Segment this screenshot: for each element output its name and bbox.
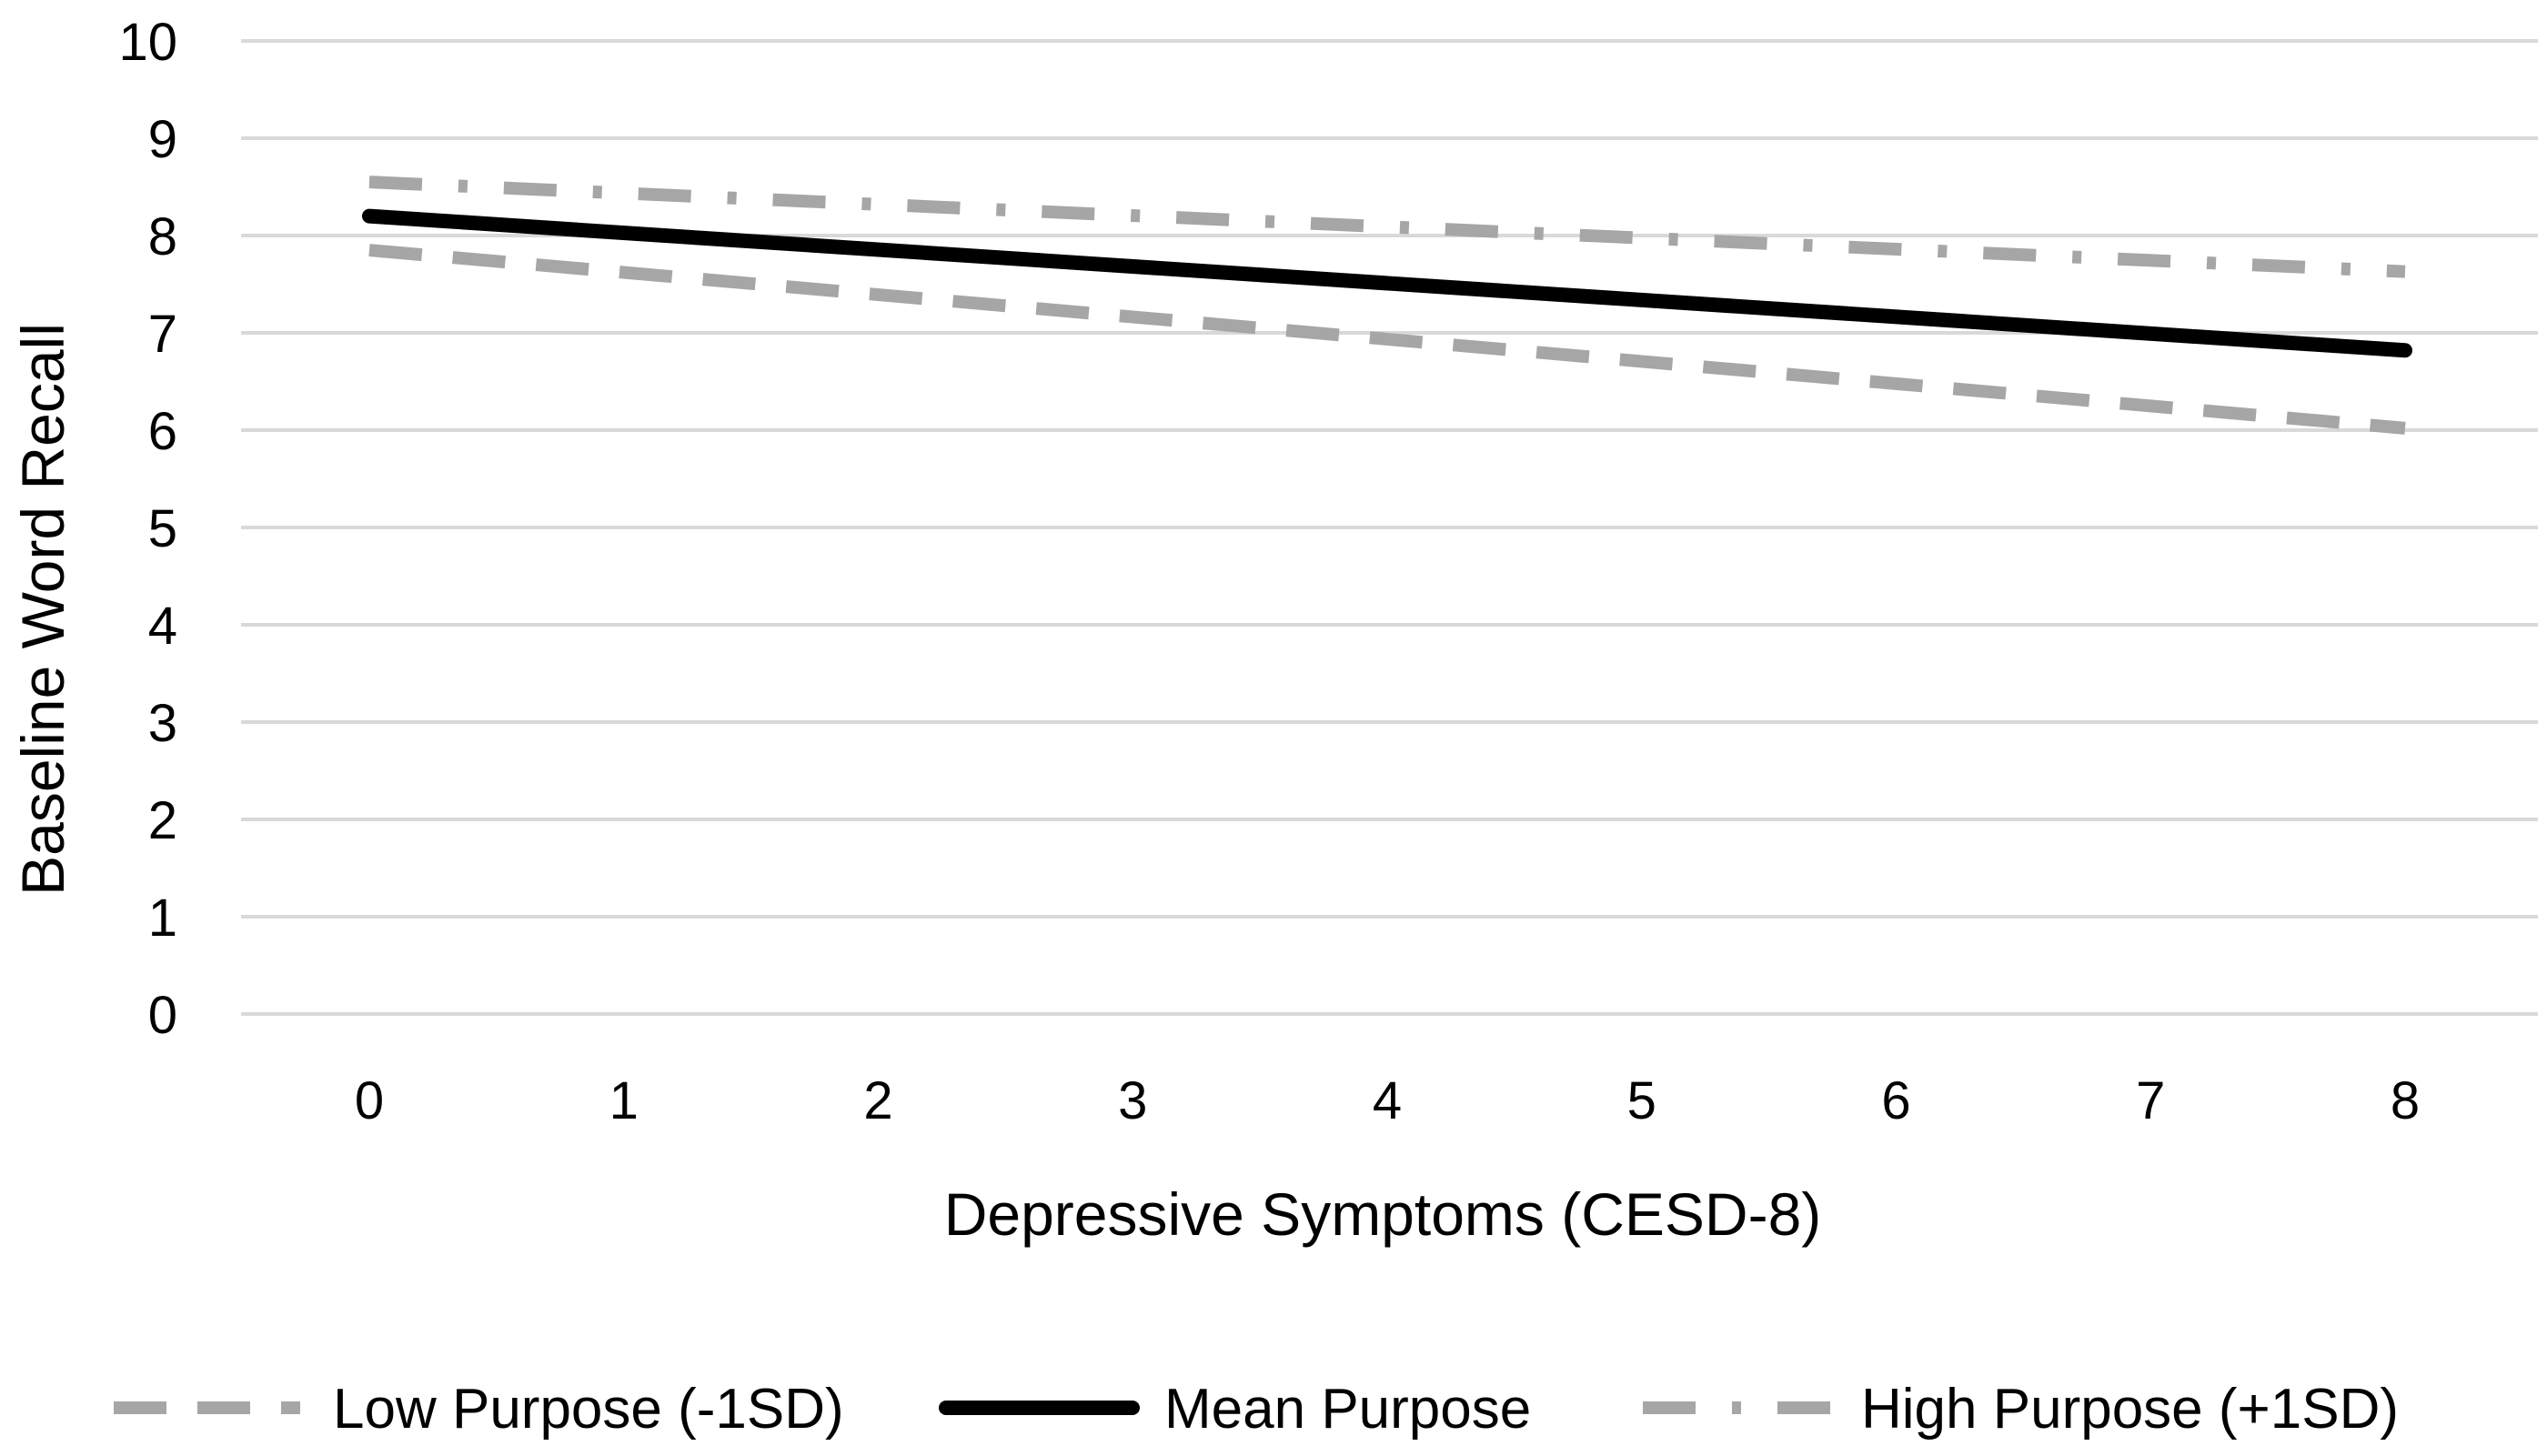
x-tick-label: 1 xyxy=(609,1071,639,1130)
y-tick-label: 3 xyxy=(148,694,177,753)
x-tick-label: 6 xyxy=(1881,1071,1910,1130)
legend-item-low-purpose: Low Purpose (-1SD) xyxy=(114,1378,844,1441)
series-line-mean-purpose xyxy=(362,208,2412,358)
y-tick-label: 4 xyxy=(148,597,177,656)
gridlines xyxy=(241,39,2538,1016)
y-tick-label: 0 xyxy=(148,986,177,1045)
legend-label-high-purpose: High Purpose (+1SD) xyxy=(1861,1378,2399,1441)
y-tick-label: 5 xyxy=(148,499,177,558)
x-tick-label: 4 xyxy=(1373,1071,1402,1130)
series-lines xyxy=(362,176,2412,435)
legend-item-high-purpose: High Purpose (+1SD) xyxy=(1643,1378,2399,1441)
x-tick-label: 3 xyxy=(1118,1071,1147,1130)
series-line-low-purpose-1sd xyxy=(368,244,2406,435)
y-axis-ticks: 0 1 2 3 4 5 6 7 8 9 10 xyxy=(118,13,177,1045)
x-tick-label: 7 xyxy=(2136,1071,2165,1130)
x-axis-ticks: 0 1 2 3 4 5 6 7 8 xyxy=(355,1071,2420,1130)
y-tick-label: 10 xyxy=(118,13,177,72)
y-axis-title: Baseline Word Recall xyxy=(9,323,76,896)
x-tick-label: 5 xyxy=(1627,1071,1656,1130)
x-axis-title: Depressive Symptoms (CESD-8) xyxy=(944,1180,1822,1248)
x-tick-label: 8 xyxy=(2391,1071,2420,1130)
legend-label-low-purpose: Low Purpose (-1SD) xyxy=(333,1378,844,1441)
legend-item-mean-purpose: Mean Purpose xyxy=(939,1378,1531,1441)
y-tick-label: 9 xyxy=(148,110,177,169)
legend-label-mean-purpose: Mean Purpose xyxy=(1164,1378,1531,1441)
y-tick-label: 1 xyxy=(148,889,177,948)
y-tick-label: 6 xyxy=(148,402,177,461)
x-tick-label: 2 xyxy=(863,1071,892,1130)
y-tick-label: 7 xyxy=(148,305,177,364)
series-line-high-purpose-1sd xyxy=(368,176,2406,278)
y-tick-label: 8 xyxy=(148,207,177,266)
y-tick-label: 2 xyxy=(148,791,177,850)
legend: Low Purpose (-1SD) Mean Purpose High Pur… xyxy=(114,1378,2399,1441)
x-tick-label: 0 xyxy=(355,1071,384,1130)
